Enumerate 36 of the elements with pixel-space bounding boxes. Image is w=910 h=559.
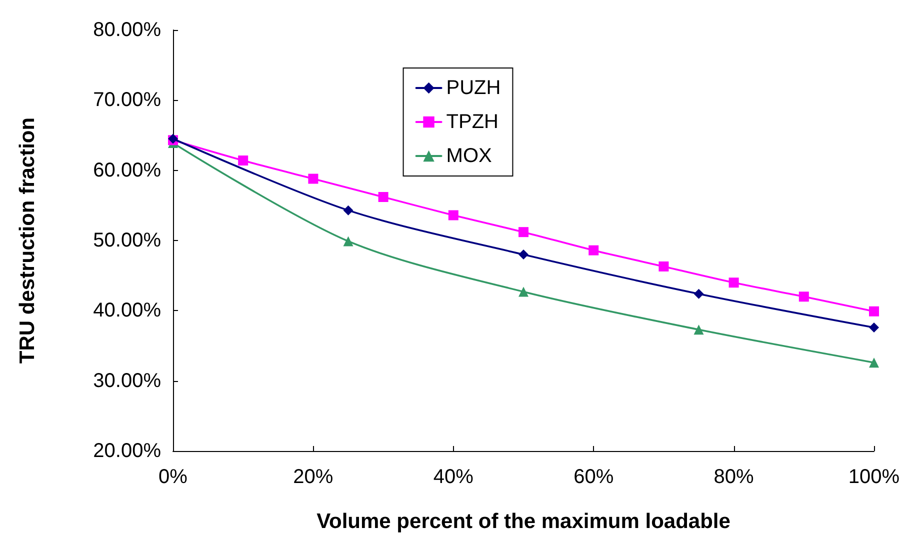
y-axis-title: TRU destruction fraction: [16, 117, 39, 364]
x-tick-label: 80%: [714, 466, 754, 488]
point: [694, 324, 704, 335]
legend-label: PUZH: [446, 77, 501, 99]
x-tick-label: 20%: [293, 466, 334, 488]
x-tick-label: 60%: [574, 466, 614, 488]
point: [588, 245, 599, 256]
point: [658, 261, 669, 272]
y-tick-label: 30.00%: [93, 370, 162, 392]
point: [518, 250, 528, 260]
y-tick-label: 80.00%: [93, 19, 162, 41]
point: [518, 286, 528, 297]
point: [869, 322, 879, 333]
point: [728, 278, 739, 288]
y-tick-label: 40.00%: [93, 300, 162, 322]
x-tick-label: 0%: [158, 466, 188, 488]
y-tick-label: 20.00%: [93, 440, 162, 462]
legend-label: MOX: [446, 145, 492, 167]
point: [378, 192, 388, 202]
point: [343, 205, 354, 216]
point: [308, 174, 318, 184]
point: [869, 306, 879, 316]
x-tick-label: 40%: [433, 466, 474, 488]
point: [448, 210, 458, 220]
point: [694, 288, 704, 299]
point: [238, 156, 248, 166]
point: [869, 358, 879, 368]
y-tick-label: 60.00%: [93, 159, 162, 182]
legend-label: TPZH: [446, 111, 498, 133]
x-tick-label: 100%: [848, 466, 900, 488]
point: [343, 236, 354, 246]
y-tick-label: 50.00%: [93, 230, 162, 252]
point: [518, 227, 528, 238]
point: [798, 292, 809, 302]
x-axis-title: Volume percent of the maximum loadable: [316, 510, 730, 533]
y-tick-label: 70.00%: [93, 89, 162, 112]
